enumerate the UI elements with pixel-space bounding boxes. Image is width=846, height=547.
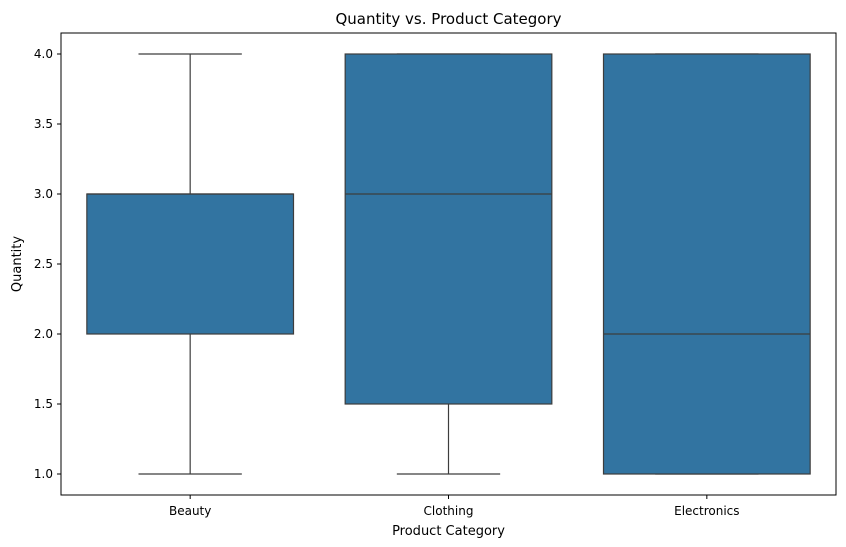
box-group-beauty (86, 53, 295, 475)
box-group-electronics (602, 53, 811, 475)
x-axis: Beauty Clothing Electronics (169, 495, 740, 518)
chart-title: Quantity vs. Product Category (335, 10, 561, 28)
y-tick-label: 3.5 (34, 117, 53, 131)
y-tick-label: 4.0 (34, 47, 53, 61)
y-tick-label: 2.0 (34, 327, 53, 341)
y-tick-label: 1.0 (34, 467, 53, 481)
box (344, 53, 553, 405)
y-tick-label: 1.5 (34, 397, 53, 411)
y-axis-label: Quantity (10, 236, 25, 292)
x-tick-label: Beauty (169, 504, 211, 518)
y-axis: 1.0 1.5 2.0 2.5 3.0 3.5 4.0 (34, 47, 61, 481)
plot-area (86, 53, 811, 475)
y-tick-label: 2.5 (34, 257, 53, 271)
y-tick-label: 3.0 (34, 187, 53, 201)
x-tick-label: Electronics (674, 504, 739, 518)
x-axis-label: Product Category (392, 524, 505, 539)
box (602, 53, 811, 475)
x-tick-label: Clothing (424, 504, 474, 518)
box-group-clothing (344, 53, 553, 475)
box (86, 193, 295, 335)
